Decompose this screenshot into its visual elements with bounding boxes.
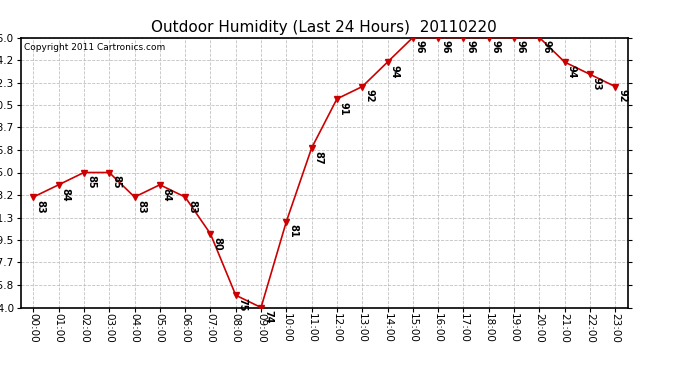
Text: 85: 85 (86, 175, 96, 189)
Text: 87: 87 (313, 151, 324, 164)
Text: 94: 94 (566, 65, 577, 78)
Text: 84: 84 (61, 188, 70, 201)
Text: 92: 92 (364, 89, 374, 103)
Text: 96: 96 (491, 40, 501, 54)
Text: 91: 91 (339, 102, 349, 115)
Text: 83: 83 (137, 200, 146, 213)
Text: 84: 84 (161, 188, 172, 201)
Text: 93: 93 (592, 77, 602, 91)
Text: 96: 96 (415, 40, 425, 54)
Text: Copyright 2011 Cartronics.com: Copyright 2011 Cartronics.com (23, 43, 165, 52)
Text: 83: 83 (35, 200, 46, 213)
Text: 96: 96 (465, 40, 475, 54)
Text: 85: 85 (111, 175, 121, 189)
Text: 81: 81 (288, 224, 298, 238)
Text: 96: 96 (541, 40, 551, 54)
Text: 80: 80 (213, 237, 222, 250)
Text: 96: 96 (516, 40, 526, 54)
Text: 75: 75 (237, 298, 248, 312)
Title: Outdoor Humidity (Last 24 Hours)  20110220: Outdoor Humidity (Last 24 Hours) 2011022… (151, 20, 497, 35)
Text: 83: 83 (187, 200, 197, 213)
Text: 96: 96 (440, 40, 450, 54)
Text: 92: 92 (617, 89, 627, 103)
Text: 74: 74 (263, 310, 273, 324)
Text: 94: 94 (389, 65, 400, 78)
